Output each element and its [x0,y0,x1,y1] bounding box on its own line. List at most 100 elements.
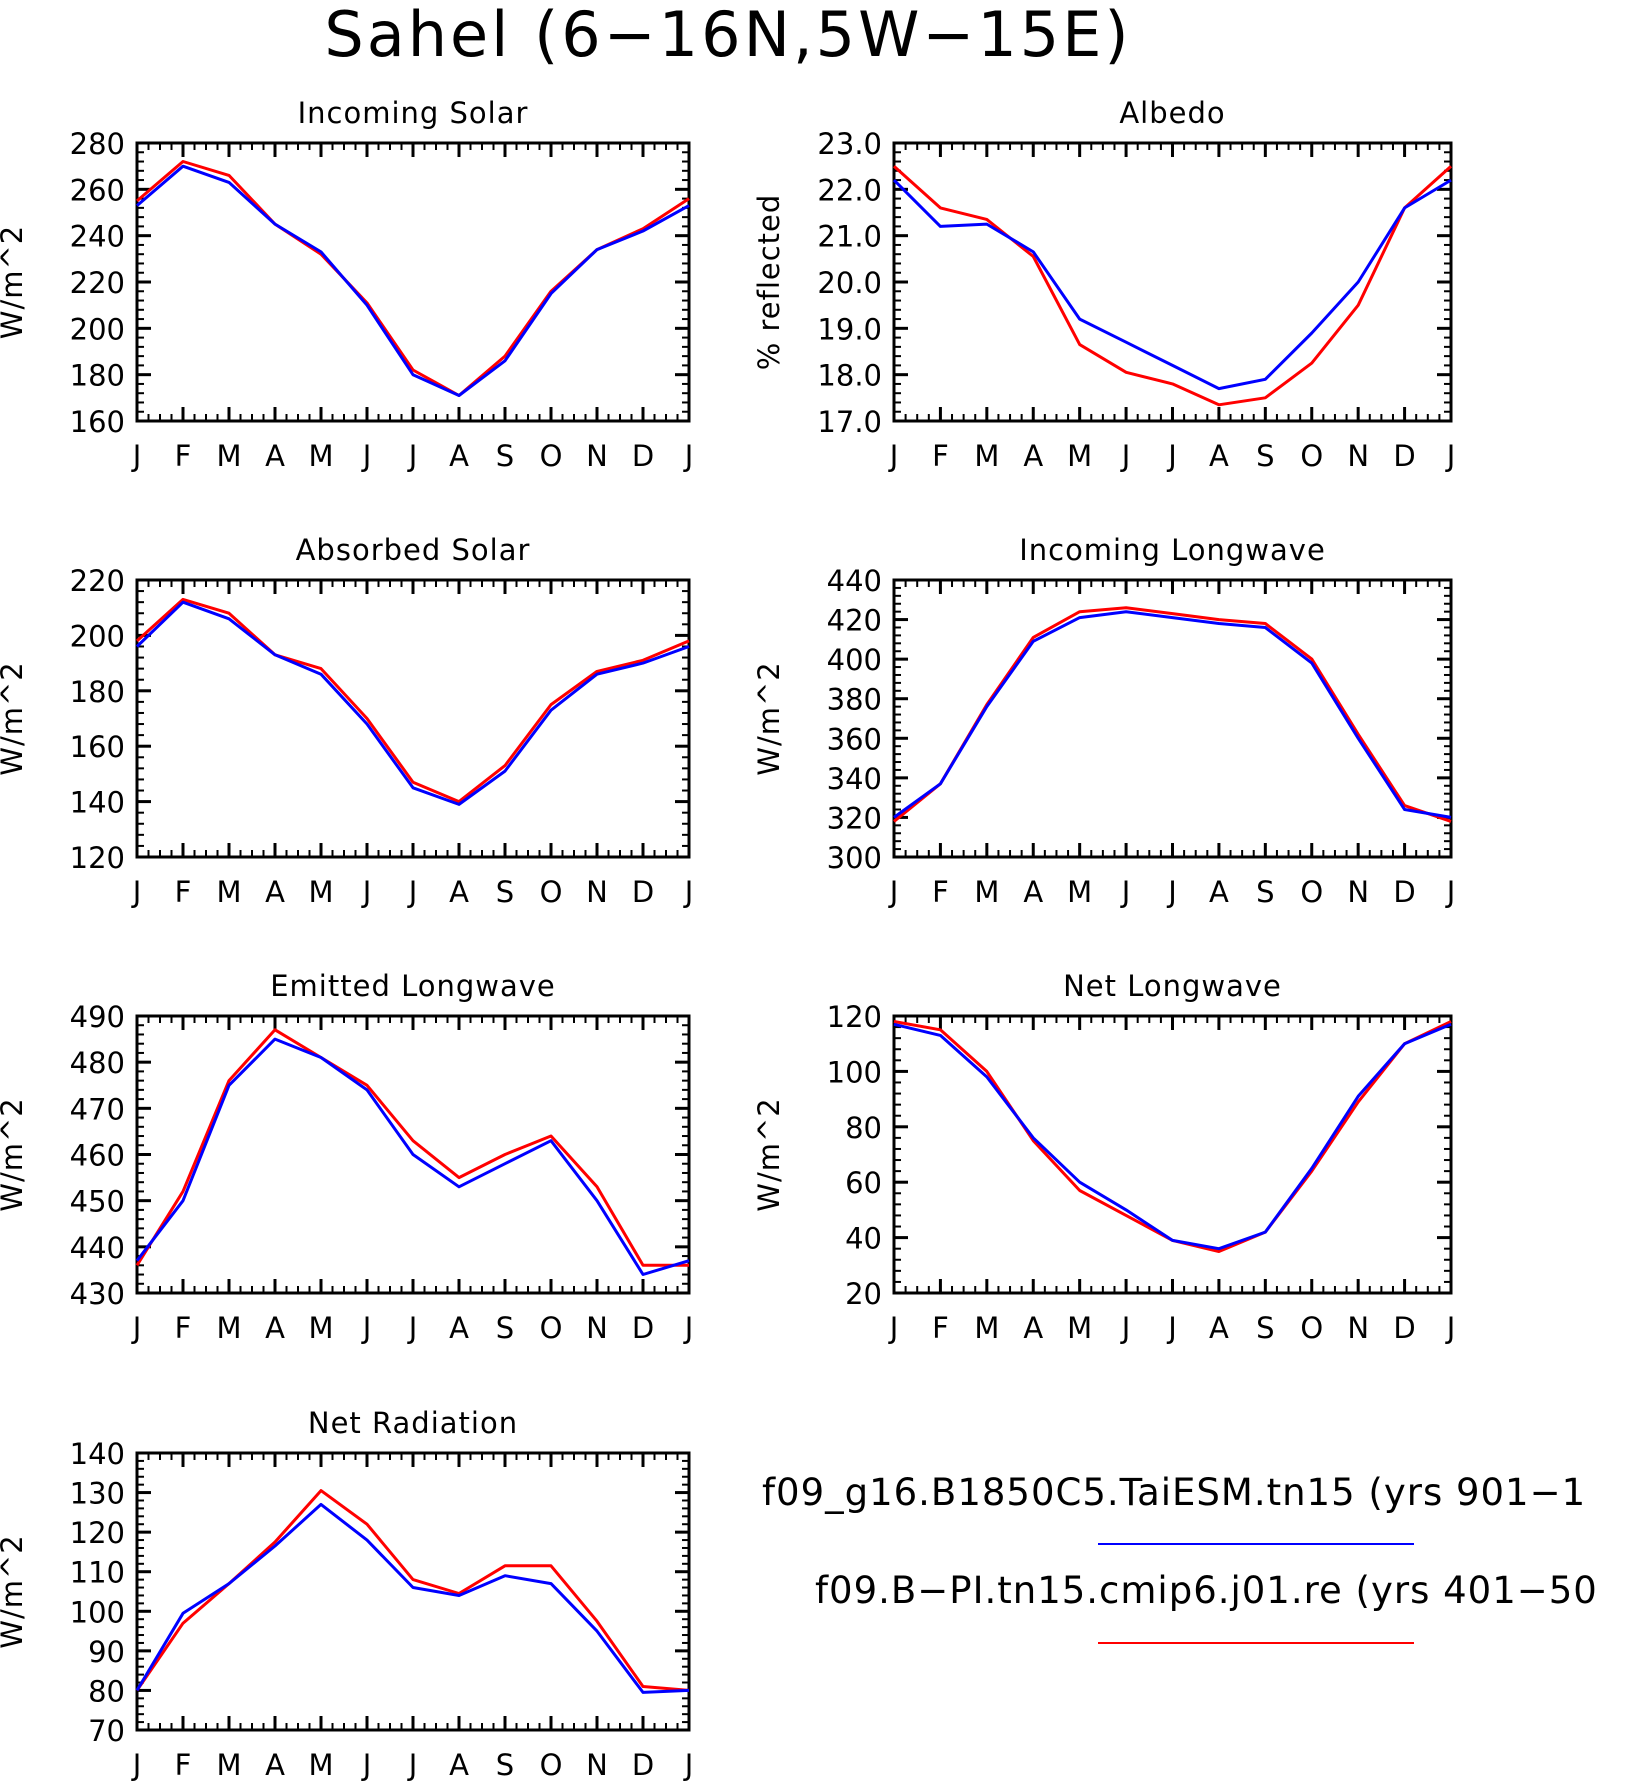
series-line-blue [892,178,1452,391]
y-axis-label: W/m^2 [0,1534,29,1648]
y-tick-label: 360 [827,722,882,756]
x-tick-label: M [974,1311,999,1345]
x-tick-label: O [540,1311,563,1345]
panel-title: Albedo [1119,96,1225,130]
y-axis-label: W/m^2 [0,225,29,339]
x-tick-label: D [1393,439,1415,473]
x-tick-label: D [632,875,654,909]
x-tick-label: S [496,439,514,473]
x-tick-label: A [1209,1311,1229,1345]
y-tick-label: 440 [70,1231,125,1265]
y-tick-label: 120 [70,841,125,875]
y-tick-label: 180 [70,359,125,393]
x-tick-label: S [496,1748,514,1782]
y-tick-label: 430 [70,1277,125,1311]
y-tick-label: 80 [845,1111,882,1145]
x-tick-label: J [407,875,418,909]
x-tick-label: A [1209,875,1229,909]
y-tick-label: 280 [70,127,125,161]
x-tick-label: F [932,1311,949,1345]
y-tick-label: 460 [70,1139,125,1173]
y-tick-label: 23.0 [817,127,882,161]
x-tick-label: M [308,439,333,473]
x-tick-label: J [131,1311,142,1345]
x-tick-label: J [1445,1311,1456,1345]
x-tick-label: M [1067,1311,1092,1345]
panel-title: Net Longwave [1063,969,1282,1003]
x-tick-label: J [683,875,694,909]
y-tick-label: 180 [70,675,125,709]
x-tick-label: D [632,1311,654,1345]
y-tick-label: 19.0 [817,312,882,346]
x-tick-label: M [308,1311,333,1345]
x-tick-label: O [1300,875,1323,909]
series-line-blue [893,1022,1452,1251]
x-tick-label: D [1393,1311,1415,1345]
x-tick-label: M [974,875,999,909]
x-tick-label: J [1166,1311,1177,1345]
y-tick-label: 260 [70,173,125,207]
x-tick-label: O [540,875,563,909]
figure-title: Sahel (6−16N,5W−15E) [324,0,1131,71]
x-tick-label: N [1347,439,1369,473]
y-axis-label: % reflected [752,194,786,371]
y-tick-label: 400 [827,643,882,677]
y-tick-label: 100 [827,1055,882,1089]
y-tick-label: 320 [827,801,882,835]
x-tick-label: F [175,875,192,909]
x-tick-label: J [407,1748,418,1782]
x-tick-label: J [683,1311,694,1345]
y-tick-label: 100 [70,1595,125,1629]
y-axis-label: W/m^2 [752,661,786,775]
y-tick-label: 490 [70,1000,125,1034]
x-tick-label: J [683,1748,694,1782]
y-tick-label: 140 [70,1437,125,1471]
y-tick-label: 240 [70,220,125,254]
series-line-red [892,165,1453,407]
x-tick-label: J [1120,439,1131,473]
y-tick-label: 70 [88,1714,125,1748]
y-tick-label: 160 [70,405,125,439]
series-line-blue [135,1502,690,1694]
x-tick-label: N [1347,1311,1369,1345]
x-tick-label: J [888,439,899,473]
y-tick-label: 21.0 [817,220,882,254]
x-tick-label: N [586,1311,608,1345]
x-tick-label: J [1445,439,1456,473]
panel-title: Absorbed Solar [296,533,531,567]
x-tick-label: S [1256,439,1274,473]
y-tick-label: 20.0 [817,266,882,300]
series-line-red [135,597,690,804]
y-tick-label: 480 [70,1046,125,1080]
x-tick-label: D [632,439,654,473]
x-tick-label: A [1023,1311,1043,1345]
series-line-red [136,160,690,397]
x-tick-label: A [265,439,285,473]
x-tick-label: F [175,1311,192,1345]
plot-frame [135,141,691,423]
x-tick-label: J [1166,439,1177,473]
x-tick-label: F [932,875,949,909]
y-tick-label: 200 [70,312,125,346]
series-line-blue [893,610,1452,819]
x-tick-label: A [449,1748,469,1782]
x-tick-label: M [974,439,999,473]
x-tick-label: D [632,1748,654,1782]
x-tick-label: J [1166,875,1177,909]
plot-frame [135,578,691,859]
x-tick-label: M [1067,439,1092,473]
y-tick-label: 80 [88,1674,125,1708]
y-tick-label: 110 [70,1556,125,1590]
x-tick-label: J [888,875,899,909]
series-line-blue [135,600,690,806]
x-tick-label: M [216,1748,241,1782]
panel-title: Emitted Longwave [270,969,556,1003]
x-tick-label: N [586,1748,608,1782]
x-tick-label: S [496,875,514,909]
x-tick-label: F [175,439,192,473]
